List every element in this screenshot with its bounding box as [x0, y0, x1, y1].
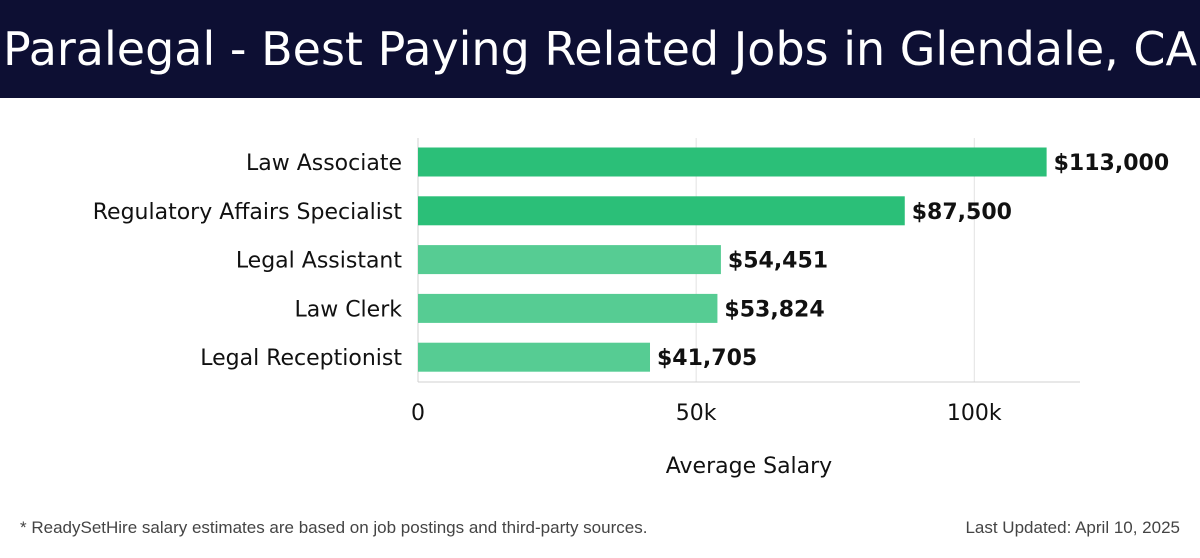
bar: [418, 147, 1047, 177]
category-label: Regulatory Affairs Specialist: [93, 200, 403, 225]
x-tick-label: 100k: [947, 401, 1002, 426]
category-label: Legal Receptionist: [200, 346, 402, 371]
category-label: Law Associate: [246, 151, 402, 176]
x-tick-label: 50k: [676, 401, 717, 426]
last-updated: Last Updated: April 10, 2025: [965, 518, 1180, 537]
value-label: $54,451: [728, 249, 828, 274]
value-label: $113,000: [1054, 151, 1170, 176]
category-label: Law Clerk: [294, 297, 402, 322]
x-tick-label: 0: [411, 401, 425, 426]
bar: [418, 245, 721, 275]
page-title: Paralegal - Best Paying Related Jobs in …: [3, 22, 1197, 76]
value-label: $53,824: [724, 297, 824, 322]
category-label: Legal Assistant: [236, 249, 403, 274]
footnote: * ReadySetHire salary estimates are base…: [20, 518, 648, 537]
bar: [418, 342, 651, 372]
x-axis-title: Average Salary: [666, 454, 832, 479]
bar: [418, 293, 718, 323]
bar: [418, 196, 905, 226]
salary-bar-chart: 0 50k 100k Law Associate $113,000 Regulatory …: [93, 138, 1170, 479]
value-label: $41,705: [657, 346, 757, 371]
header-banner: Paralegal - Best Paying Related Jobs in …: [0, 0, 1200, 98]
value-label: $87,500: [912, 200, 1012, 225]
